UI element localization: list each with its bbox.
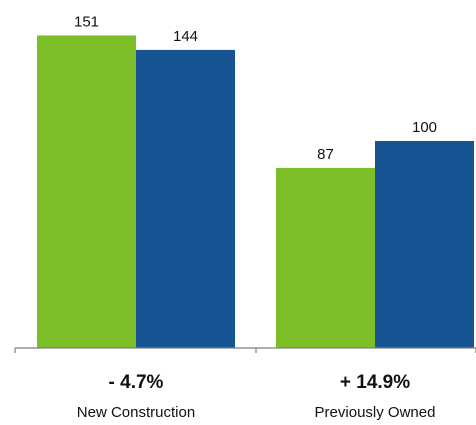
category-labels-group: - 4.7% New Construction + 14.9% Previously …: [77, 372, 436, 421]
axis-ticks-group: [14, 348, 476, 353]
bar-2-series-2: [375, 141, 474, 348]
bar-1-series-1: [37, 35, 136, 349]
bar-2-series-1: [276, 167, 375, 348]
category-label: Previously Owned: [315, 404, 436, 421]
category-label: New Construction: [77, 404, 195, 421]
bar-1-series-2: [136, 49, 235, 349]
data-label: 87: [317, 146, 334, 163]
bar-labels-group: 151 144 87 100: [74, 13, 437, 162]
bars-group: [37, 35, 474, 349]
percent-change-label: - 4.7%: [109, 372, 164, 393]
percent-change-label: + 14.9%: [340, 372, 410, 393]
data-label: 144: [173, 28, 198, 45]
data-label: 100: [412, 119, 437, 136]
data-label: 151: [74, 13, 99, 30]
